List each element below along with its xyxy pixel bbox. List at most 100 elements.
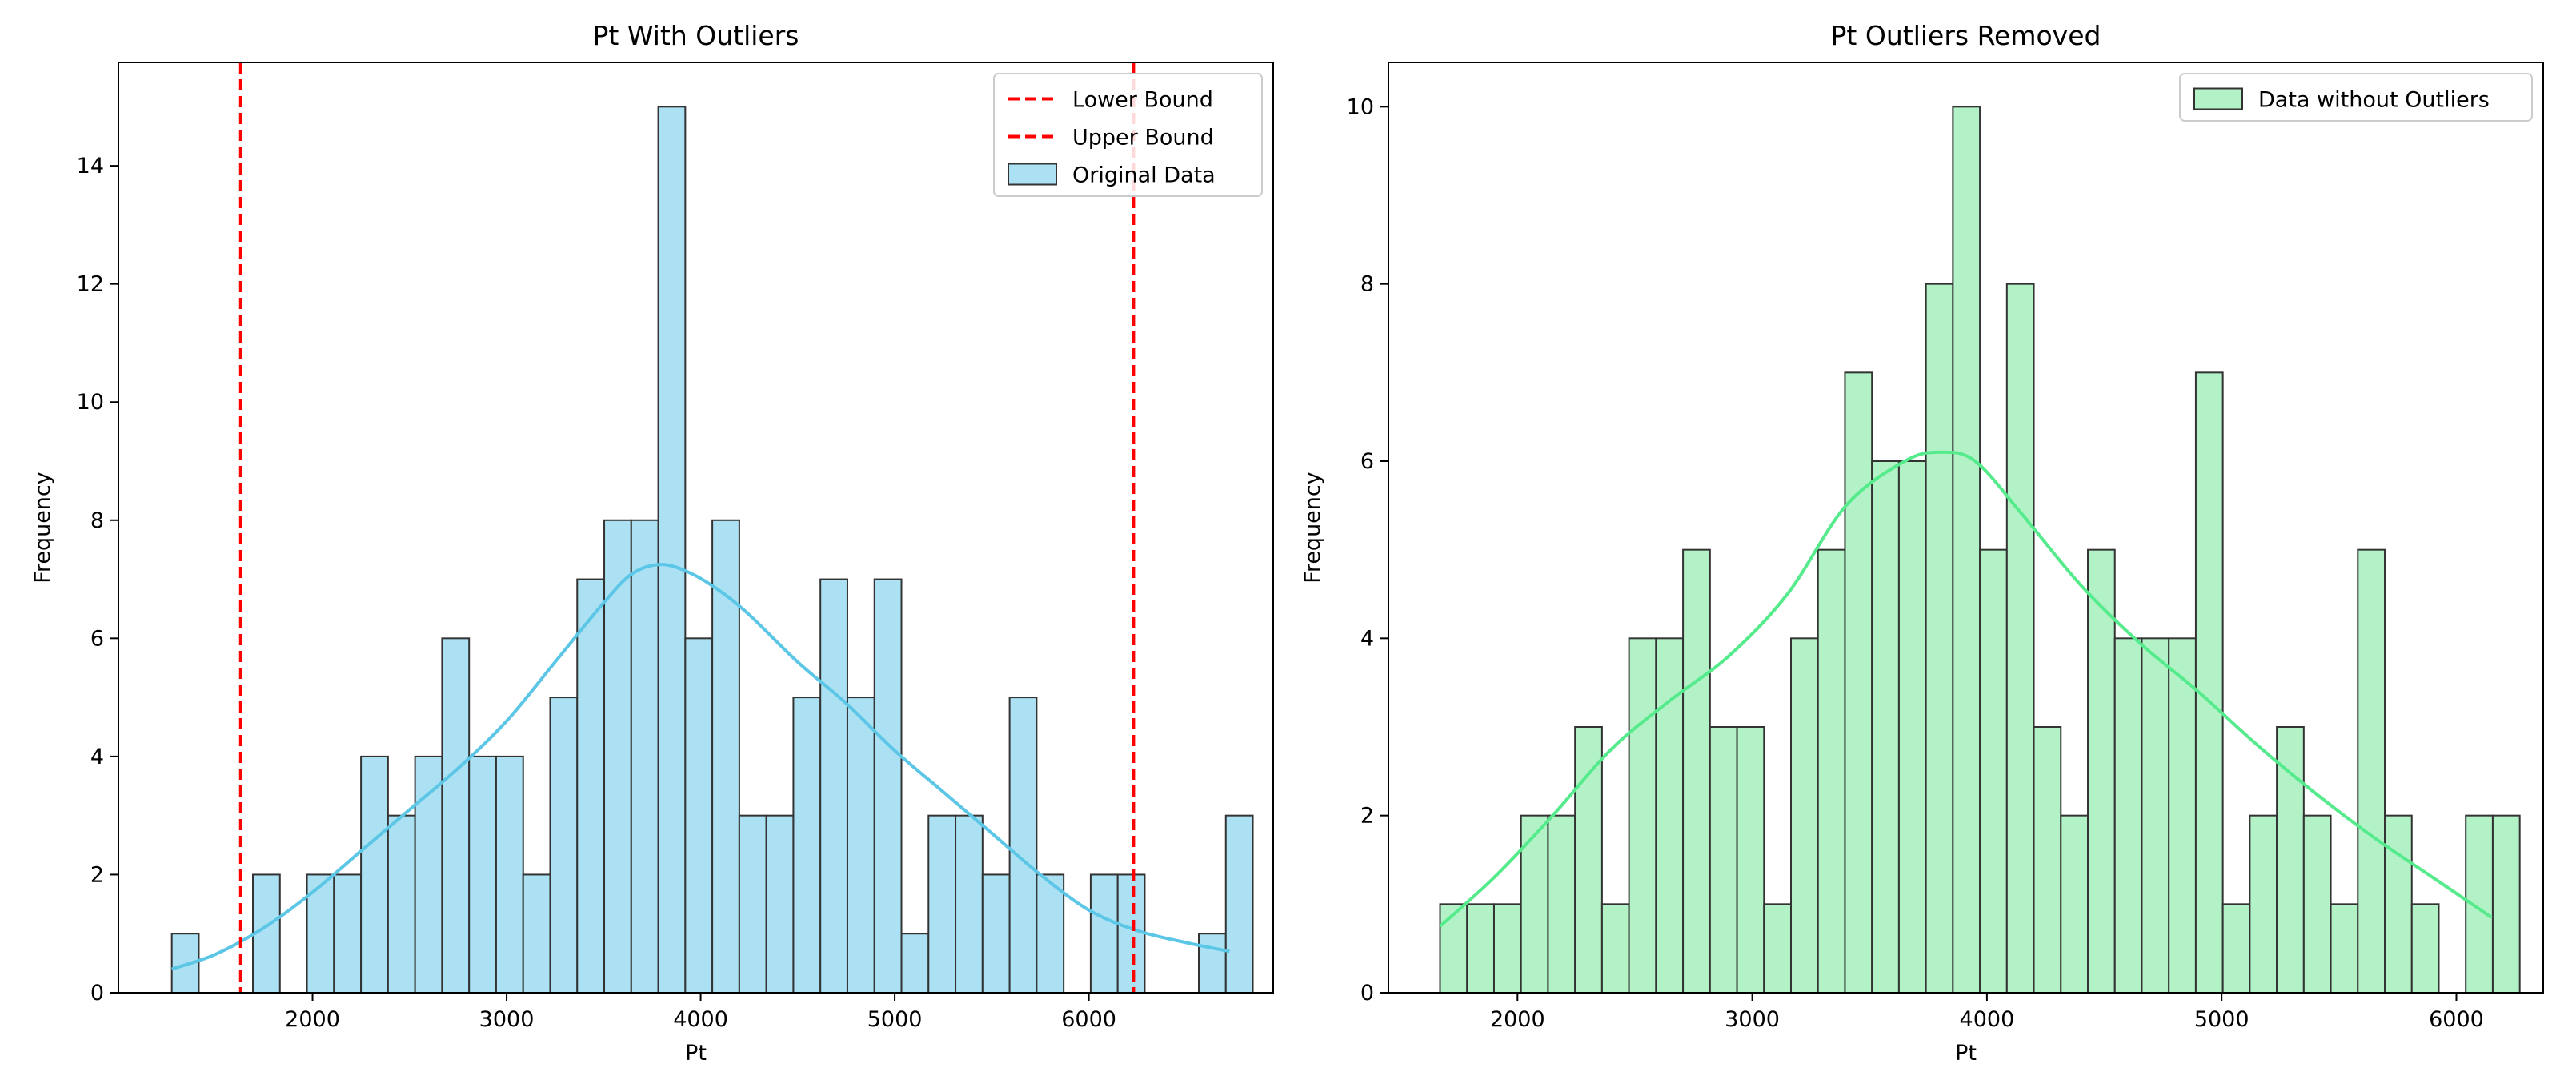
histogram-bar <box>792 697 822 994</box>
histogram-bar <box>1682 548 1711 994</box>
histogram-bar <box>2033 726 2062 994</box>
histogram-bar <box>387 814 416 994</box>
y-tick-label: 8 <box>1360 272 1374 297</box>
histogram-bar <box>657 106 687 994</box>
histogram-bar <box>360 755 389 994</box>
histogram-bar <box>468 755 497 994</box>
chart-title: Pt Outliers Removed <box>1831 20 2101 51</box>
y-tick-label: 10 <box>1347 94 1374 119</box>
histogram-bar <box>1789 637 1819 994</box>
histogram-bar <box>1763 903 1792 994</box>
legend-patch-swatch <box>1008 163 1057 186</box>
y-tick-label: 0 <box>90 981 104 1006</box>
histogram-bar <box>1844 371 1873 994</box>
histogram-bar <box>1466 903 1495 994</box>
histogram-bar <box>2005 283 2035 994</box>
y-tick-label: 12 <box>77 272 104 297</box>
x-tick-label: 5000 <box>867 1007 923 1032</box>
histogram-bar <box>1116 873 1146 994</box>
histogram-bar <box>900 933 930 994</box>
x-tick-label: 6000 <box>2429 1007 2484 1032</box>
x-tick-label: 4000 <box>673 1007 728 1032</box>
chart-title: Pt With Outliers <box>593 20 799 51</box>
histogram-bar <box>2194 371 2224 994</box>
kde-line <box>171 563 1230 971</box>
y-tick-label: 10 <box>77 390 104 415</box>
histogram-bar <box>2087 548 2116 994</box>
histogram-bar <box>2249 814 2278 994</box>
histogram-bar <box>738 814 767 994</box>
plot-frame <box>118 62 1274 994</box>
histogram-bar <box>955 814 984 994</box>
histogram-bar <box>495 755 524 994</box>
histogram-bar <box>684 637 714 994</box>
histogram-bar <box>1897 460 1927 994</box>
histogram-bar <box>1224 814 1254 994</box>
histogram-bar <box>1952 106 1981 994</box>
y-tick-label: 8 <box>90 508 104 533</box>
histogram-bar <box>2410 903 2440 994</box>
y-tick-label: 6 <box>90 626 104 651</box>
x-tick-label: 5000 <box>2194 1007 2249 1032</box>
histogram-bar <box>441 637 471 994</box>
histogram-bar <box>1709 726 1738 994</box>
histogram-bar <box>927 814 957 994</box>
x-tick-label: 2000 <box>285 1007 340 1032</box>
histogram-bar <box>2357 548 2386 994</box>
chart-panel-2: 2000 3000 4000 5000 6000 0 2 4 6 8 10 Pt Outliers R… <box>1300 20 2544 1066</box>
y-tick-label: 14 <box>77 154 104 179</box>
legend: Lower Bound Upper Bound Original Data <box>993 73 1263 197</box>
histogram-bar <box>1600 903 1630 994</box>
legend-label: Lower Bound <box>1072 88 1213 113</box>
histogram-bar <box>2465 814 2494 994</box>
histogram-bar <box>2491 814 2521 994</box>
histogram-bar <box>981 873 1011 994</box>
histogram-bar <box>1979 548 2008 994</box>
histogram-bar <box>819 578 848 994</box>
y-tick-label: 4 <box>1360 626 1374 651</box>
y-tick-label: 2 <box>90 862 104 887</box>
y-axis-label: Frequency <box>1300 472 1325 584</box>
x-tick-label: 4000 <box>1960 1007 2015 1032</box>
legend-box <box>2179 73 2533 122</box>
legend-patch-swatch <box>2193 87 2243 110</box>
histogram-bar <box>1736 726 1765 994</box>
x-tick-label: 3000 <box>1725 1007 1780 1032</box>
histogram-bar <box>1439 903 1468 994</box>
histogram-bar <box>2384 814 2413 994</box>
histogram-bar <box>1817 548 1846 994</box>
histogram-bar <box>2168 637 2197 994</box>
y-axis-label: Frequency <box>30 472 55 584</box>
histogram-bar <box>711 519 740 994</box>
histogram-bar <box>1036 873 1065 994</box>
chart-panel-1: 2000 3000 4000 5000 6000 0 2 4 6 8 10 12 14 Pt With O… <box>30 20 1274 1066</box>
histogram-bar <box>1547 814 1576 994</box>
histogram-bar <box>765 814 795 994</box>
histogram-bar <box>2113 637 2143 994</box>
x-axis-label: Pt <box>685 1041 707 1066</box>
histogram-bar <box>1520 814 1549 994</box>
histogram-bar <box>630 519 659 994</box>
y-tick-label: 4 <box>90 745 104 769</box>
histogram-bar <box>1628 637 1657 994</box>
histogram-bar <box>1925 283 1954 994</box>
histogram-bar <box>1008 697 1038 994</box>
x-tick-label: 6000 <box>1061 1007 1116 1032</box>
histogram-bar <box>522 873 551 994</box>
histogram-bar <box>1089 873 1119 994</box>
legend-box <box>993 73 1263 197</box>
legend-label: Original Data <box>1072 163 1216 188</box>
histogram-bar <box>1655 637 1685 994</box>
y-tick-label: 0 <box>1360 981 1374 1006</box>
kde-line <box>1439 450 2493 928</box>
legend-label: Upper Bound <box>1072 126 1214 151</box>
histogram-bar <box>1871 460 1900 994</box>
histogram-bar <box>2060 814 2089 994</box>
x-axis-label: Pt <box>1955 1041 1977 1066</box>
histogram-bar <box>2221 903 2251 994</box>
plot-frame <box>1388 62 2544 994</box>
histogram-bar <box>1197 933 1227 994</box>
histogram-bar <box>549 697 579 994</box>
histogram-bar <box>1492 903 1522 994</box>
